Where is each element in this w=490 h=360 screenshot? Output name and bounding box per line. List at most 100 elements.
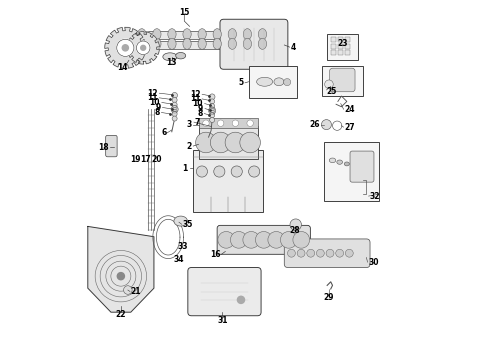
Bar <box>322 66 363 96</box>
Text: 9: 9 <box>198 104 203 113</box>
Circle shape <box>210 99 215 104</box>
Text: 29: 29 <box>324 293 334 302</box>
Circle shape <box>248 166 260 177</box>
Bar <box>331 37 336 42</box>
Circle shape <box>117 273 124 280</box>
Ellipse shape <box>174 216 188 226</box>
Bar <box>331 50 336 55</box>
Circle shape <box>345 249 353 257</box>
Text: 11: 11 <box>190 94 200 103</box>
Circle shape <box>333 121 342 130</box>
Text: 10: 10 <box>193 99 203 108</box>
Bar <box>345 37 350 42</box>
Polygon shape <box>105 27 146 68</box>
Text: 18: 18 <box>98 143 109 152</box>
FancyBboxPatch shape <box>188 267 261 316</box>
Bar <box>193 150 263 212</box>
Ellipse shape <box>183 29 191 40</box>
Circle shape <box>238 296 245 303</box>
Text: 2: 2 <box>186 141 192 150</box>
Circle shape <box>230 231 247 248</box>
Circle shape <box>196 132 216 153</box>
FancyBboxPatch shape <box>330 68 355 92</box>
Circle shape <box>209 94 215 100</box>
Bar <box>198 126 258 158</box>
Circle shape <box>210 104 215 109</box>
Text: 16: 16 <box>210 250 221 259</box>
Circle shape <box>336 249 343 257</box>
Bar <box>248 66 297 98</box>
Text: 35: 35 <box>182 220 193 229</box>
Text: 30: 30 <box>368 258 379 267</box>
Circle shape <box>123 286 132 294</box>
Bar <box>345 44 350 49</box>
Circle shape <box>232 120 239 126</box>
FancyBboxPatch shape <box>284 239 370 267</box>
Circle shape <box>255 231 272 248</box>
Circle shape <box>136 41 150 55</box>
Ellipse shape <box>258 29 267 40</box>
Text: 5: 5 <box>239 78 244 87</box>
Bar <box>338 50 343 55</box>
Circle shape <box>284 78 291 86</box>
Ellipse shape <box>257 77 272 86</box>
Text: 7: 7 <box>194 118 199 127</box>
Text: 34: 34 <box>173 255 184 264</box>
Circle shape <box>231 166 243 177</box>
Circle shape <box>321 120 331 130</box>
Text: 12: 12 <box>190 90 200 99</box>
Circle shape <box>317 249 324 257</box>
Circle shape <box>210 132 231 153</box>
Text: 28: 28 <box>290 226 300 235</box>
Ellipse shape <box>228 38 237 49</box>
Text: 19: 19 <box>130 155 141 164</box>
Ellipse shape <box>168 29 176 40</box>
Circle shape <box>209 107 216 114</box>
Circle shape <box>171 106 178 113</box>
Text: 1: 1 <box>183 164 188 173</box>
Ellipse shape <box>258 38 267 49</box>
Text: 24: 24 <box>344 105 355 114</box>
Circle shape <box>240 132 260 153</box>
Text: 20: 20 <box>151 155 162 164</box>
Text: 25: 25 <box>326 87 337 96</box>
Bar <box>323 143 379 202</box>
Circle shape <box>172 98 177 103</box>
Circle shape <box>210 113 215 118</box>
Text: 6: 6 <box>161 129 167 138</box>
Circle shape <box>290 219 301 230</box>
Ellipse shape <box>168 38 176 49</box>
Ellipse shape <box>228 29 237 40</box>
Circle shape <box>172 93 177 98</box>
Text: 23: 23 <box>337 39 348 48</box>
Circle shape <box>196 166 207 177</box>
Polygon shape <box>88 226 154 312</box>
Ellipse shape <box>274 78 284 86</box>
Circle shape <box>141 45 146 50</box>
FancyBboxPatch shape <box>217 225 310 254</box>
Text: 8: 8 <box>197 109 202 118</box>
Ellipse shape <box>176 53 186 59</box>
Bar <box>134 41 270 49</box>
Circle shape <box>268 231 285 248</box>
Circle shape <box>214 166 225 177</box>
Ellipse shape <box>344 162 349 166</box>
Text: 26: 26 <box>310 120 320 129</box>
Bar <box>345 50 350 55</box>
Bar <box>327 33 358 60</box>
Ellipse shape <box>243 38 251 49</box>
Text: 22: 22 <box>116 310 126 319</box>
Circle shape <box>247 120 253 126</box>
Circle shape <box>172 102 177 107</box>
Circle shape <box>325 80 333 89</box>
Text: 13: 13 <box>167 58 177 67</box>
Ellipse shape <box>198 38 206 49</box>
Circle shape <box>117 39 134 57</box>
Ellipse shape <box>243 29 251 40</box>
Text: 4: 4 <box>291 42 296 51</box>
Circle shape <box>243 231 260 248</box>
Circle shape <box>307 249 315 257</box>
Ellipse shape <box>153 38 161 49</box>
Text: 17: 17 <box>140 155 151 164</box>
Bar <box>338 44 343 49</box>
